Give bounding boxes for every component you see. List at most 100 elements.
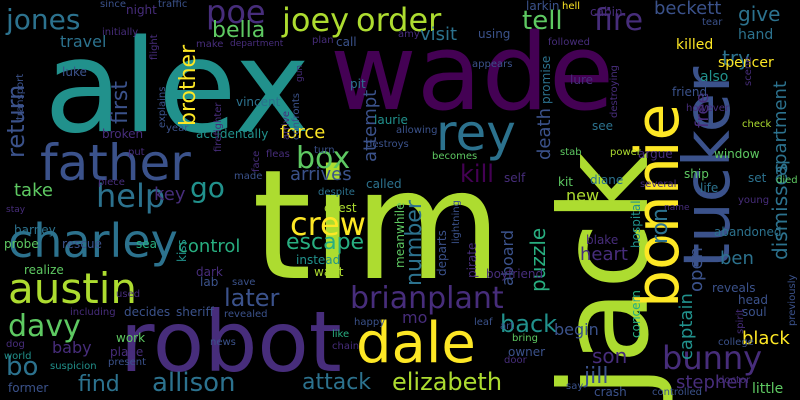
word-news: news xyxy=(210,337,236,348)
word-ben: ben xyxy=(720,248,754,269)
word-suspicion: suspicion xyxy=(50,361,97,372)
word-try: try xyxy=(722,46,750,70)
word-instead: instead xyxy=(296,253,341,267)
word-ship: ship xyxy=(684,167,709,181)
word-beckett: beckett xyxy=(654,0,722,19)
word-probe: probe xyxy=(4,237,39,251)
word-amy: amy xyxy=(398,29,420,40)
word-plan: plan xyxy=(312,35,334,46)
word-heart: heart xyxy=(580,244,628,265)
word-abandoned: abandoned xyxy=(714,225,782,239)
word-escape: escape xyxy=(286,230,365,255)
word-tim: tim xyxy=(252,137,502,314)
word-lightning: lightning xyxy=(451,200,462,244)
word-son: son xyxy=(592,344,628,368)
word-box: box xyxy=(296,141,351,176)
word-new: new xyxy=(566,186,600,205)
word-elizabeth: elizabeth xyxy=(392,368,503,396)
word-happy: happy xyxy=(354,317,386,328)
word-despite: despite xyxy=(318,187,355,198)
word-also: also xyxy=(700,69,729,85)
word-order: order xyxy=(356,1,442,39)
word-hand: hand xyxy=(738,27,774,43)
word-traffic: traffic xyxy=(158,0,188,10)
word-used: used xyxy=(116,289,141,300)
word-control: control xyxy=(178,236,241,257)
word-put: put xyxy=(128,147,145,158)
word-fire: fire xyxy=(594,3,644,38)
word-wade: wade xyxy=(330,11,615,134)
word-bunny: bunny xyxy=(662,339,763,377)
word-key: key xyxy=(154,184,186,205)
word-life: life xyxy=(700,181,719,195)
word-killed: killed xyxy=(676,37,714,53)
word-self: self xyxy=(504,171,526,185)
word-night: night xyxy=(126,3,157,17)
word-dog: dog xyxy=(6,339,25,350)
word-name: name xyxy=(664,203,690,213)
word-alex: alex xyxy=(44,13,311,162)
word-promise: promise xyxy=(539,55,553,104)
word-fleas: fleas xyxy=(266,149,290,160)
word-boyfriend: boyfriend xyxy=(486,267,544,281)
word-work: work xyxy=(116,331,146,345)
word-attack: attack xyxy=(302,370,372,395)
word-controlled: controlled xyxy=(652,387,702,398)
word-give: give xyxy=(738,2,781,26)
word-kill: kill xyxy=(460,160,494,188)
word-using: using xyxy=(478,27,511,41)
word-stephen: stephen xyxy=(676,372,749,393)
word-art: art xyxy=(500,321,515,332)
word-initially: initially xyxy=(102,27,139,38)
word-say: say xyxy=(566,381,584,392)
word-see: see xyxy=(592,119,614,133)
word-spencer: spencer xyxy=(718,55,774,71)
word-soul: soul xyxy=(742,305,767,319)
word-bella: bella xyxy=(212,18,266,43)
word-first: first xyxy=(108,81,133,124)
word-made: made xyxy=(234,171,263,182)
word-destroying: destroying xyxy=(609,64,620,118)
word-gun: gun xyxy=(295,64,305,82)
word-chain: chain xyxy=(332,341,360,352)
word-called: called xyxy=(366,177,402,191)
word-brianplant: brianplant xyxy=(350,281,504,316)
word-door: door xyxy=(504,355,527,366)
word-dale: dale xyxy=(356,311,476,376)
word-charley: charley xyxy=(8,214,178,268)
word-bo: bo xyxy=(6,352,39,382)
word-owner: owner xyxy=(508,345,546,359)
word-laurie: laurie xyxy=(374,113,408,127)
word-former: former xyxy=(8,381,49,395)
word-blake: blake xyxy=(586,233,619,247)
word-destroys: destroys xyxy=(366,139,409,150)
word-joey: joey xyxy=(282,1,350,39)
word-baby: baby xyxy=(52,338,92,357)
word-year: year xyxy=(166,123,189,134)
word-reveals: reveals xyxy=(712,281,756,295)
word-want: want xyxy=(314,265,344,279)
word-window: window xyxy=(714,147,760,161)
word-brother: brother xyxy=(176,44,201,126)
word-arrives: arrives xyxy=(290,164,352,185)
word-decides: decides xyxy=(124,305,171,319)
word-crew: crew xyxy=(290,205,366,243)
word-lab: lab xyxy=(200,275,219,289)
word-broken: broken xyxy=(102,127,144,141)
word-save: save xyxy=(232,277,256,288)
word-explains: explains xyxy=(157,86,168,128)
word-force: force xyxy=(280,122,326,143)
word-jill: jill xyxy=(584,364,609,389)
word-departs: departs xyxy=(435,230,449,276)
word-mo: mo xyxy=(402,308,428,327)
word-college: college xyxy=(718,337,754,348)
word-make: make xyxy=(196,39,224,50)
word-friend: friend xyxy=(672,85,708,99)
word-diane: diane xyxy=(590,173,624,187)
word-face: face xyxy=(251,150,262,172)
word-arrive: arrive xyxy=(281,110,292,140)
word-rey: rey xyxy=(436,104,516,162)
word-pirate: pirate xyxy=(465,242,479,278)
word-argue: argue xyxy=(638,147,673,161)
word-call: call xyxy=(336,35,357,49)
